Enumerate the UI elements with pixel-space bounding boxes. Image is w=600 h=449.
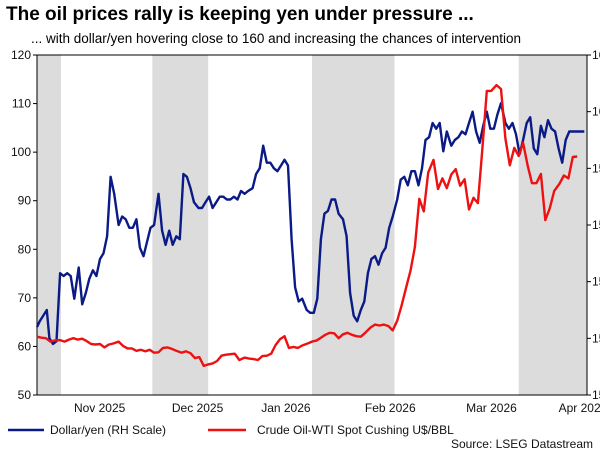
right-tick-label: 158 bbox=[592, 161, 600, 175]
shaded-band-2 bbox=[312, 55, 395, 395]
right-tick-label: 156 bbox=[592, 218, 600, 232]
x-tick-label: Jan 2026 bbox=[261, 401, 311, 415]
right-tick-label: 160 bbox=[592, 105, 600, 119]
right-axis-ticks: 150 152 154 156 158 160 162 bbox=[587, 48, 600, 402]
right-tick-label: 162 bbox=[592, 48, 600, 62]
x-axis-ticks: Nov 2025 Dec 2025 Jan 2026 Feb 2026 Mar 2026… bbox=[74, 401, 600, 415]
left-tick-label: 110 bbox=[12, 97, 31, 111]
x-tick-label: Apr 2026 bbox=[559, 401, 600, 415]
left-tick-label: 120 bbox=[11, 48, 31, 62]
shaded-band-0 bbox=[37, 55, 61, 395]
left-axis-ticks: 50 60 70 80 90 100 110 120 bbox=[11, 48, 37, 402]
chart-title: The oil prices rally is keeping yen unde… bbox=[6, 4, 474, 25]
x-tick-label: Dec 2025 bbox=[172, 401, 224, 415]
legend-label-wti: Crude Oil-WTI Spot Cushing U$/BBL bbox=[257, 423, 454, 437]
shaded-band-3 bbox=[518, 55, 587, 395]
series-line-wti bbox=[36, 83, 578, 368]
left-tick-label: 60 bbox=[18, 339, 32, 353]
x-tick-label: Nov 2025 bbox=[74, 401, 126, 415]
x-tick-label: Mar 2026 bbox=[466, 401, 517, 415]
source-note: Source: LSEG Datastream bbox=[451, 437, 593, 449]
right-tick-label: 150 bbox=[592, 388, 600, 402]
legend-label-usdjpy: Dollar/yen (RH Scale) bbox=[50, 423, 166, 437]
left-tick-label: 50 bbox=[18, 388, 32, 402]
left-tick-label: 70 bbox=[18, 291, 32, 305]
chart-subtitle: ... with dollar/yen hovering close to 16… bbox=[31, 31, 522, 46]
series-line-usdjpy bbox=[35, 102, 585, 346]
left-tick-label: 80 bbox=[18, 242, 32, 256]
left-tick-label: 90 bbox=[18, 194, 32, 208]
left-tick-label: 100 bbox=[11, 145, 31, 159]
series-lines bbox=[35, 83, 585, 368]
x-tick-label: Feb 2026 bbox=[365, 401, 416, 415]
legend: Dollar/yen (RH Scale) Crude Oil-WTI Spot… bbox=[8, 423, 454, 437]
right-tick-label: 154 bbox=[592, 275, 600, 289]
right-tick-label: 152 bbox=[592, 331, 600, 345]
